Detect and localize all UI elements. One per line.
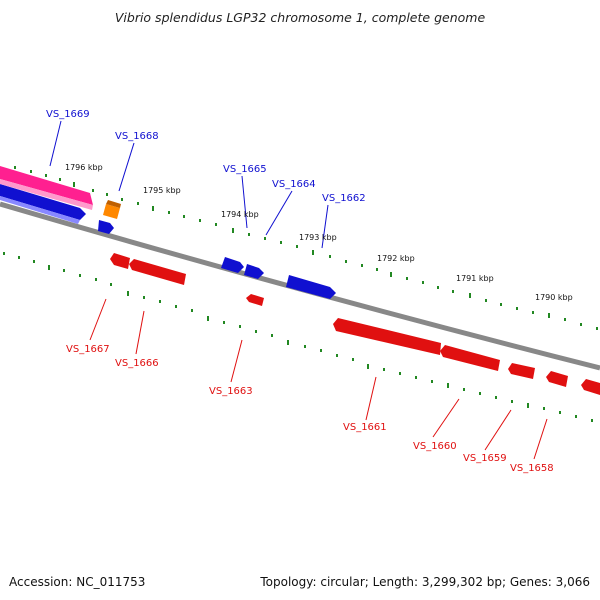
gene-shadow [0,196,80,224]
reverse-gene-labels: VS_1667 VS_1666 VS_1663 VS_1661 VS_1660 … [66,298,554,474]
gene-vs-1658-reverse [546,371,568,387]
genome-summary: Topology: circular; Length: 3,299,302 bp… [260,575,590,589]
forward-strand-genes [0,184,336,299]
rna-feature [0,166,93,205]
reverse-strand-genes [110,253,600,395]
gene-label: VS_1661 [343,422,387,433]
orange-feature [103,204,120,219]
gene-vs-1668-forward [98,220,114,234]
other-features [0,166,121,219]
orange-feature-shadow [106,200,121,208]
kbp-label: 1793 kbp [299,233,337,242]
gene-label: VS_1662 [322,193,366,204]
kbp-label: 1794 kbp [221,210,259,219]
gene-vs-1664-forward [244,264,264,279]
kbp-labels: 1796 kbp 1795 kbp 1794 kbp 1793 kbp 1792… [65,163,573,302]
gene-vs-1663-reverse [246,294,264,306]
map-title: Vibrio splendidus LGP32 chromosome 1, co… [114,10,486,25]
kbp-label: 1795 kbp [143,186,181,195]
kbp-label: 1792 kbp [377,254,415,263]
gene-label: VS_1663 [209,386,253,397]
gene-vs-1660-reverse [440,345,500,371]
accession-label: Accession: NC_011753 [9,575,146,589]
outer-tick-ring [14,166,598,330]
gene-vs-1666-reverse [129,259,186,285]
gene-label: VS_1666 [115,358,159,369]
gene-label: VS_1660 [413,441,457,452]
gene-vs-1659-reverse [508,363,535,379]
kbp-label: 1796 kbp [65,163,103,172]
inner-tick-ring [3,252,593,422]
gene-vs-1661-reverse [333,318,441,355]
gene-label: VS_1658 [510,463,554,474]
gene-label: VS_1664 [272,179,316,190]
rna-feature-shadow [0,179,93,210]
gene-vs-1665-forward [221,257,244,273]
kbp-label: 1790 kbp [535,293,573,302]
gene-label: VS_1667 [66,344,110,355]
forward-gene-labels: VS_1669 VS_1668 VS_1665 VS_1664 VS_1662 [46,109,366,249]
gene-vs-1667-reverse [110,253,130,269]
gene-label: VS_1659 [463,453,507,464]
gene-label: VS_1669 [46,109,90,120]
gene-vs-1669-forward [0,184,86,220]
gene-vs-1662-forward [286,275,336,299]
gene-edge-reverse [581,379,600,395]
kbp-label: 1791 kbp [456,274,494,283]
gene-label: VS_1668 [115,131,159,142]
gene-label: VS_1665 [223,164,267,175]
